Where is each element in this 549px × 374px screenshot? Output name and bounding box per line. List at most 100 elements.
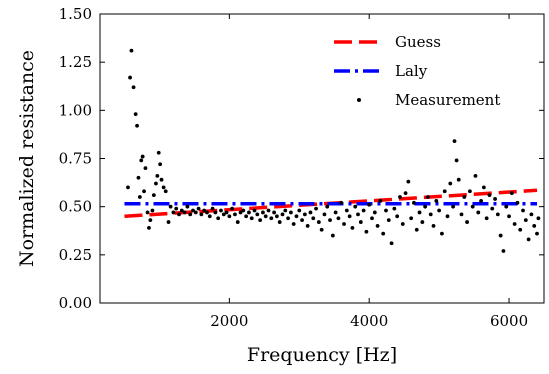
measurement-point	[302, 212, 307, 217]
measurement-point	[398, 195, 402, 199]
measurement-point	[143, 166, 148, 171]
measurement-point	[406, 179, 411, 184]
measurement-point	[227, 214, 232, 219]
measurement-point	[224, 210, 229, 215]
measurement-point	[255, 212, 260, 217]
measurement-point	[316, 220, 321, 224]
x-tick-label: 6000	[490, 312, 528, 330]
measurement-point	[448, 181, 453, 186]
measurement-point	[261, 210, 265, 215]
measurement-point	[465, 220, 469, 224]
measurement-point	[409, 216, 414, 221]
measurement-point	[145, 210, 150, 215]
measurement-point	[148, 218, 153, 223]
measurement-point	[139, 158, 144, 163]
measurement-point	[247, 210, 251, 215]
legend-label-measurement: Measurement	[395, 91, 500, 109]
plot-area	[124, 48, 541, 253]
measurement-point	[126, 185, 130, 190]
measurement-point	[467, 189, 472, 194]
measurement-point	[487, 193, 492, 198]
measurement-point	[233, 212, 237, 217]
measurement-point	[400, 222, 405, 226]
x-axis-label: Frequency [Hz]	[247, 344, 397, 366]
measurement-point	[535, 231, 539, 236]
measurement-point	[168, 204, 173, 209]
measurement-point	[386, 218, 391, 223]
measurement-point	[381, 231, 386, 236]
measurement-point	[350, 225, 355, 230]
measurement-point	[179, 208, 184, 213]
measurement-point	[395, 214, 400, 219]
measurement-point	[479, 198, 483, 203]
measurement-point	[498, 233, 503, 238]
measurement-point	[451, 204, 456, 209]
measurement-point	[182, 210, 187, 215]
measurement-point	[389, 241, 394, 246]
measurement-point	[431, 224, 436, 228]
measurement-point	[283, 208, 288, 213]
measurement-point	[532, 224, 537, 228]
measurement-point	[305, 224, 310, 228]
measurement-point	[249, 216, 254, 221]
measurement-point	[238, 210, 243, 215]
measurement-point	[137, 195, 142, 199]
model-lines	[124, 188, 538, 219]
measurement-point	[174, 206, 179, 211]
measurement-point	[216, 216, 221, 221]
measurement-point	[219, 208, 223, 213]
measurement-point	[456, 177, 461, 182]
measurement-point	[308, 210, 313, 215]
measurement-point	[244, 214, 249, 219]
x-tick-label: 4000	[350, 312, 388, 330]
measurement-point	[155, 173, 160, 178]
measurement-point	[158, 162, 163, 167]
measurement-point	[442, 189, 447, 194]
measurement-point	[128, 75, 132, 80]
measurement-point	[147, 225, 151, 230]
measurement-point	[333, 210, 338, 215]
measurement-point	[269, 216, 274, 221]
plot-frame	[99, 13, 545, 304]
measurement-point	[518, 227, 523, 232]
measurement-point	[328, 218, 332, 223]
measurement-point	[166, 220, 171, 224]
measurement-point	[191, 208, 195, 213]
measurement-point	[512, 222, 517, 226]
measurement-point	[241, 208, 246, 213]
measurement-point	[347, 214, 352, 219]
measurement-point	[205, 210, 209, 215]
y-axis-label: Normalized resistance	[16, 50, 38, 267]
measurement-point	[529, 212, 534, 217]
measurement-point	[325, 204, 330, 209]
y-tick-label: 1.50	[59, 5, 92, 23]
measurement-point	[426, 195, 430, 199]
measurement-point	[133, 112, 138, 117]
measurement-point	[504, 204, 509, 209]
measurement-point	[286, 216, 290, 221]
measurement-point	[266, 208, 271, 213]
y-tick-label: 0.00	[59, 294, 92, 312]
measurement-point	[437, 208, 442, 213]
measurement-point	[370, 216, 374, 221]
measurement-point	[364, 229, 369, 234]
measurement-point	[507, 214, 511, 219]
measurement-point	[129, 48, 134, 53]
measurement-point	[297, 208, 302, 213]
measurement-point	[188, 212, 193, 217]
measurement-point	[314, 206, 318, 211]
legend: Guess Laly Measurement	[334, 33, 500, 109]
measurement-point	[177, 212, 181, 217]
measurement-point	[495, 212, 500, 217]
measurement-point	[213, 210, 218, 215]
measurement-point	[515, 200, 520, 205]
measurement-point	[375, 224, 380, 228]
measurement-point	[300, 218, 304, 223]
measurement-point	[171, 210, 176, 215]
measurement-point	[322, 212, 327, 217]
measurement-point	[384, 208, 388, 213]
measurement-point	[367, 202, 372, 207]
measurement-point	[476, 210, 481, 215]
measurement-point	[392, 206, 397, 211]
measurement-point	[339, 200, 344, 205]
